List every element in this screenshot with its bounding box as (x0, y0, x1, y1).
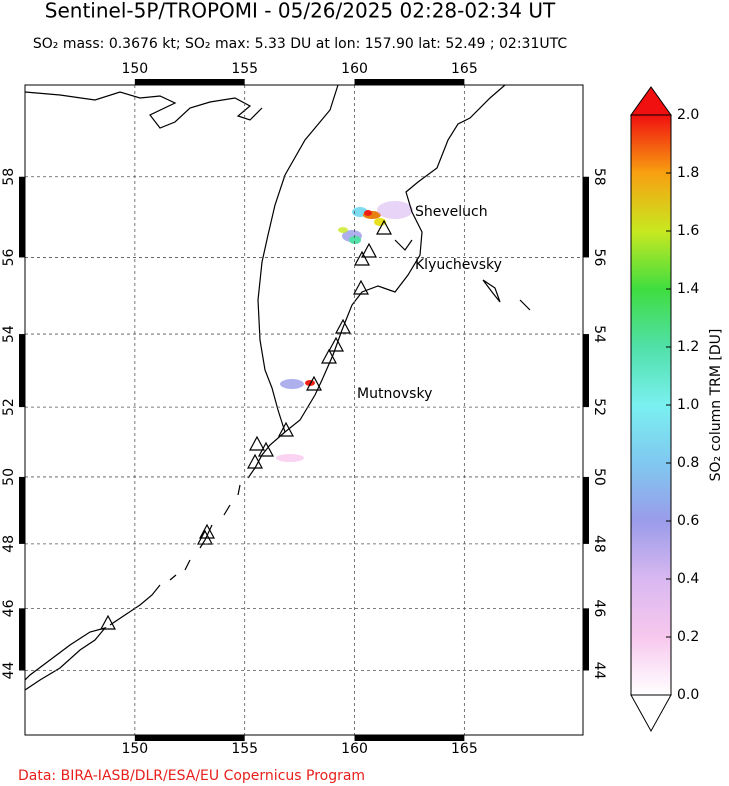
volcano-label: Mutnovsky (357, 386, 432, 402)
frame-bar (583, 334, 589, 408)
colorbar-tick-label: 2.0 (677, 107, 699, 123)
frame-bar (19, 176, 25, 258)
lat-tick-label: 58 (591, 168, 607, 186)
lat-tick-label: 56 (1, 248, 17, 266)
colorbar-tick-label: 1.0 (677, 397, 699, 413)
colorbar-tick-label: 0.6 (677, 513, 699, 529)
frame-bar (354, 735, 465, 741)
lon-tick-label: 150 (121, 61, 148, 77)
lat-tick-label: 46 (1, 599, 17, 617)
colorbar-tick-label: 1.8 (677, 165, 699, 181)
title: Sentinel-5P/TROPOMI - 05/26/2025 02:28-0… (45, 0, 556, 23)
colorbar-tick-label: 1.2 (677, 339, 699, 355)
lat-tick-label: 58 (1, 168, 17, 186)
lat-tick-label: 48 (1, 535, 17, 553)
frame-bar (583, 176, 589, 258)
so2-plumes (276, 201, 413, 462)
frame-bar (19, 608, 25, 671)
lat-tick-label: 54 (1, 325, 17, 343)
colorbar-arrow-bottom (630, 694, 672, 733)
frame-bar (134, 79, 245, 85)
volcano-label: Sheveluch (415, 204, 488, 220)
lon-tick-label: 165 (451, 741, 478, 757)
frame-bar (583, 608, 589, 671)
lat-tick-label: 54 (591, 325, 607, 343)
frame-bar (583, 476, 589, 544)
lon-tick-label: 150 (121, 741, 148, 757)
volcano-label: Klyuchevsky (415, 257, 502, 273)
lat-tick-label: 48 (591, 535, 607, 553)
lon-tick-label: 165 (451, 61, 478, 77)
frame-bar (354, 79, 465, 85)
subtitle: SO₂ mass: 0.3676 kt; SO₂ max: 5.33 DU at… (33, 36, 567, 52)
lat-tick-label: 52 (1, 398, 17, 416)
map-axes: 150 150 155 155 160 160 165 165 44 44 46 46 48 48 50 50… (1, 61, 607, 757)
colorbar-arrow-top (630, 86, 672, 116)
lat-tick-label: 56 (591, 249, 607, 267)
frame-bar (19, 334, 25, 408)
lat-tick-label: 46 (591, 599, 607, 617)
lon-tick-label: 160 (341, 61, 368, 77)
colorbar-tick-label: 0.0 (677, 687, 699, 703)
map-area: Sheveluch Klyuchevsky Mutnovsky (25, 85, 583, 735)
lat-tick-label: 44 (1, 661, 17, 679)
graticule (25, 85, 583, 735)
colorbar-gradient (630, 114, 672, 696)
colorbar-tick-label: 1.4 (677, 281, 699, 297)
lat-tick-label: 52 (591, 398, 607, 416)
colorbar: 0.0 0.2 0.4 0.6 0.8 1.0 1.2 1.4 1.6 1.8 2.0 (630, 86, 699, 733)
footer: Data: BIRA-IASB/DLR/ESA/EU Copernicus Pr… (18, 768, 365, 784)
colorbar-tick-label: 0.4 (677, 571, 699, 587)
frame-bar (19, 476, 25, 544)
lon-tick-label: 155 (231, 741, 258, 757)
coastlines (25, 85, 531, 691)
lat-tick-label: 50 (591, 468, 607, 486)
colorbar-tick-label: 1.6 (677, 223, 699, 239)
lat-tick-label: 50 (1, 468, 17, 486)
map-frame (24, 84, 584, 736)
lat-tick-label: 44 (591, 662, 607, 680)
lon-tick-label: 155 (231, 61, 258, 77)
map-background (25, 85, 583, 735)
colorbar-tick-label: 0.8 (677, 455, 699, 471)
colorbar-tick-label: 0.2 (677, 629, 699, 645)
lon-tick-label: 160 (341, 741, 368, 757)
frame-bar (134, 735, 245, 741)
colorbar-label: SO₂ column TRM [DU] (708, 329, 724, 482)
